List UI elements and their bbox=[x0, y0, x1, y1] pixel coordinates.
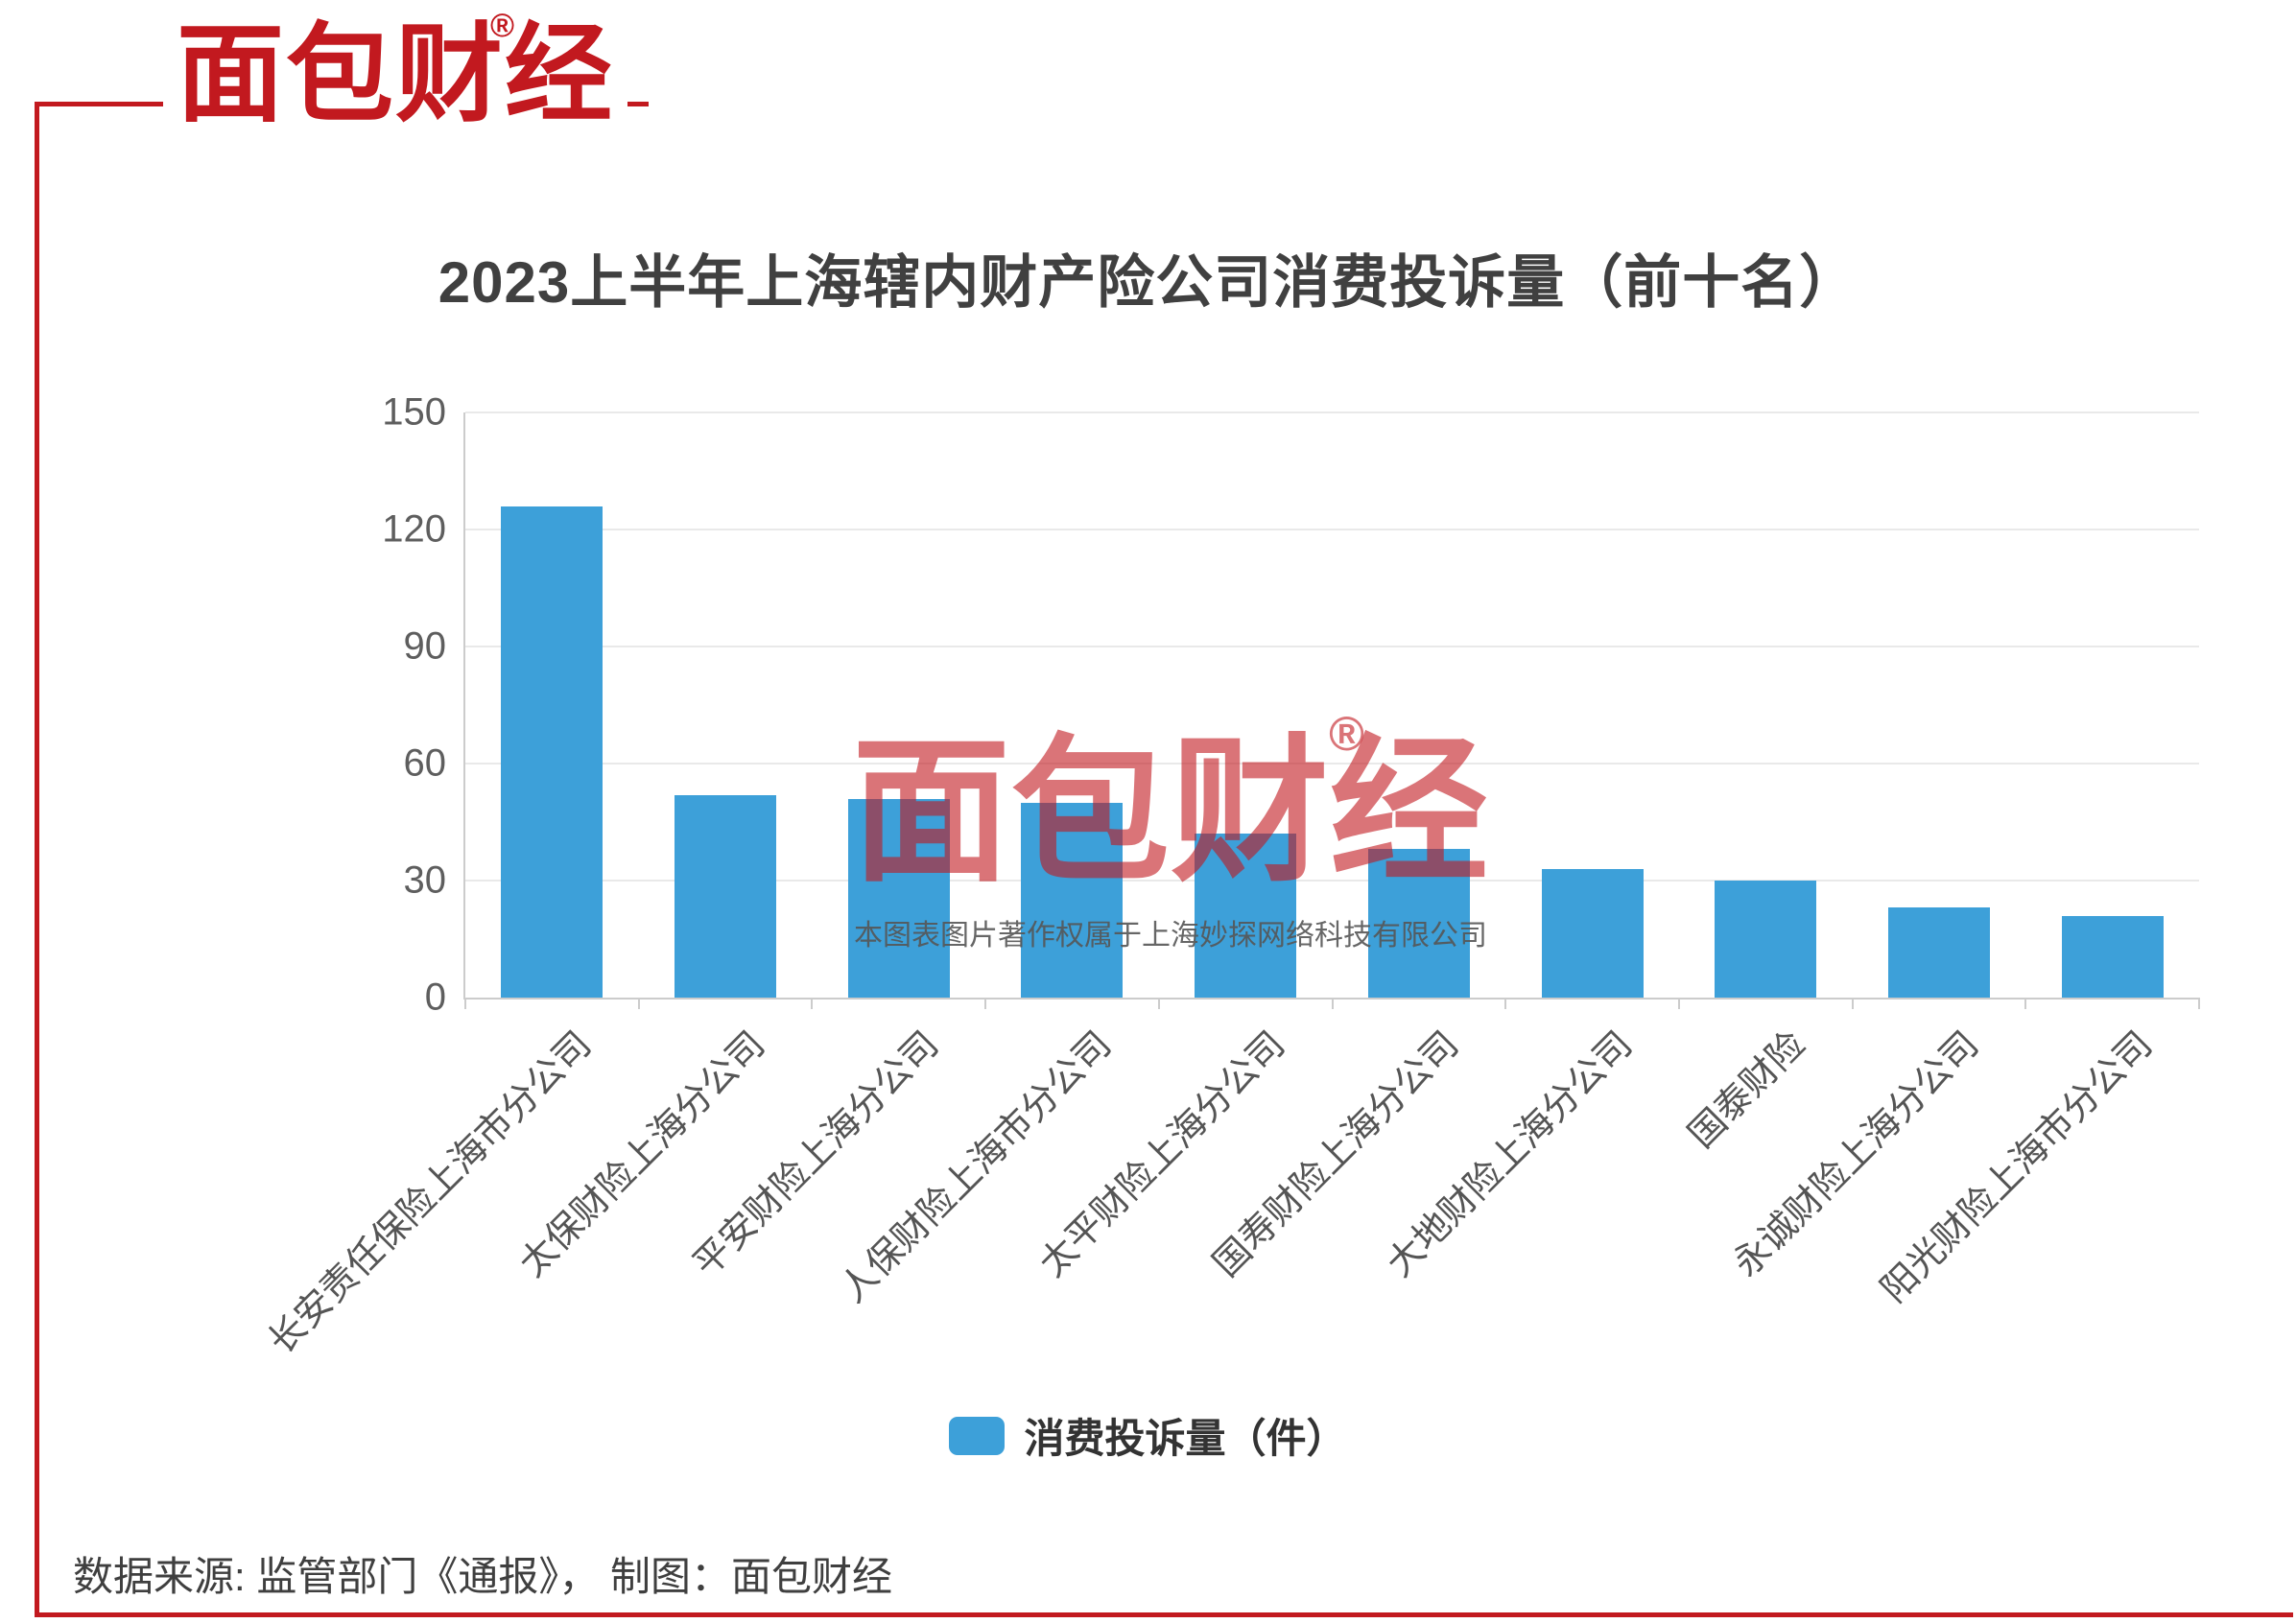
x-axis-tick bbox=[637, 998, 640, 1009]
x-axis-tick bbox=[1331, 998, 1334, 1009]
source-note: 数据来源: 监管部门《通报》， 制图：面包财经 bbox=[73, 1554, 893, 1599]
x-axis-tick bbox=[984, 998, 987, 1009]
x-axis-ticks bbox=[464, 412, 2200, 1009]
y-tick-label: 150 bbox=[382, 390, 446, 434]
bar bbox=[501, 506, 604, 998]
frame-left-line bbox=[35, 102, 39, 1617]
gridline bbox=[465, 880, 2199, 882]
gridline bbox=[465, 412, 2199, 413]
bar bbox=[1367, 849, 1470, 998]
gridline bbox=[465, 763, 2199, 764]
y-tick-label: 60 bbox=[403, 741, 447, 785]
bar bbox=[1195, 834, 1297, 998]
x-axis-tick bbox=[1851, 998, 1854, 1009]
x-axis-labels: 长安责任保险上海市分公司 太保财险上海分公司 平安财险上海分公司 人保财险上海市分公司… bbox=[262, 412, 2199, 1362]
brand-logo: 面包财经 ® bbox=[163, 8, 627, 142]
y-tick-label: 0 bbox=[424, 976, 446, 1019]
x-axis-tick bbox=[1157, 998, 1160, 1009]
frame-bottom-line bbox=[35, 1612, 2293, 1617]
bar bbox=[675, 794, 777, 998]
y-tick-label: 90 bbox=[403, 624, 447, 668]
y-axis-labels: 0 30 60 90 120 150 bbox=[312, 391, 447, 1019]
bar bbox=[1715, 881, 1817, 998]
bar bbox=[1541, 868, 1644, 998]
x-axis-tick bbox=[464, 998, 466, 1009]
x-axis-tick bbox=[811, 998, 814, 1009]
brand-logo-text: 面包财经 bbox=[177, 14, 614, 134]
gridlines-layer bbox=[465, 412, 2199, 998]
gridline bbox=[465, 529, 2199, 530]
registered-mark-icon: ® bbox=[489, 8, 514, 44]
x-axis-tick bbox=[1677, 998, 1680, 1009]
x-axis-tick bbox=[2024, 998, 2027, 1009]
bar bbox=[1887, 907, 1990, 998]
y-tick-label: 120 bbox=[382, 507, 446, 551]
x-category-label: 国泰财险 bbox=[1681, 1023, 1813, 1156]
bar bbox=[847, 798, 950, 998]
bars-layer bbox=[465, 412, 2199, 998]
chart-title: 2023上半年上海辖内财产险公司消费投诉量（前十名） bbox=[438, 250, 1858, 315]
bar bbox=[1021, 802, 1124, 998]
y-tick-label: 30 bbox=[403, 859, 447, 902]
bar bbox=[2061, 915, 2164, 998]
legend-swatch bbox=[949, 1416, 1006, 1455]
x-category-label: 长安责任保险上海市分公司 bbox=[261, 1023, 600, 1362]
x-axis-tick bbox=[1504, 998, 1507, 1009]
legend-label: 消费投诉量（件） bbox=[1024, 1416, 1347, 1461]
legend: 消费投诉量（件） bbox=[0, 1406, 2296, 1465]
gridline bbox=[465, 646, 2199, 647]
x-axis-tick bbox=[2198, 998, 2200, 1009]
plot-area: 0 30 60 90 120 150 长安责任保险上海市分公司 太保财险上海分公司 平安财险上… bbox=[262, 391, 2200, 1362]
